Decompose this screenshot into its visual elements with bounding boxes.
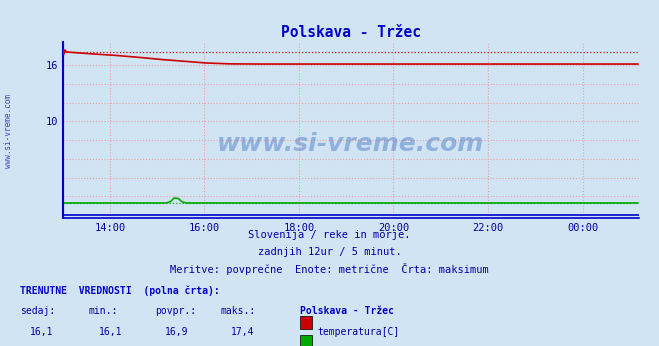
- Text: maks.:: maks.:: [221, 306, 256, 316]
- Text: 16,1: 16,1: [30, 327, 53, 337]
- Text: sedaj:: sedaj:: [20, 306, 55, 316]
- Text: min.:: min.:: [89, 306, 119, 316]
- Text: 16,1: 16,1: [99, 327, 123, 337]
- Text: temperatura[C]: temperatura[C]: [317, 327, 399, 337]
- Text: zadnjih 12ur / 5 minut.: zadnjih 12ur / 5 minut.: [258, 247, 401, 257]
- Text: Meritve: povprečne  Enote: metrične  Črta: maksimum: Meritve: povprečne Enote: metrične Črta:…: [170, 263, 489, 275]
- Text: Slovenija / reke in morje.: Slovenija / reke in morje.: [248, 230, 411, 240]
- Text: www.si-vreme.com: www.si-vreme.com: [4, 94, 13, 169]
- Text: 16,9: 16,9: [165, 327, 188, 337]
- Text: 17,4: 17,4: [231, 327, 254, 337]
- Text: TRENUTNE  VREDNOSTI  (polna črta):: TRENUTNE VREDNOSTI (polna črta):: [20, 285, 219, 296]
- Text: povpr.:: povpr.:: [155, 306, 196, 316]
- Text: www.si-vreme.com: www.si-vreme.com: [217, 132, 484, 156]
- Text: Polskava - Tržec: Polskava - Tržec: [300, 306, 394, 316]
- Title: Polskava - Tržec: Polskava - Tržec: [281, 25, 421, 40]
